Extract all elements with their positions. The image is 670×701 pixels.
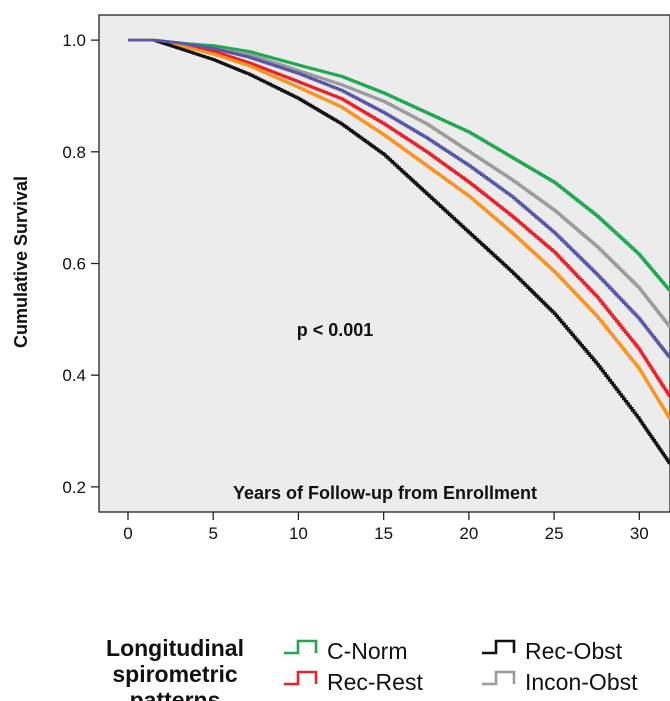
series-layer [127, 38, 670, 465]
legend-label-rec-obst: Rec-Obst [525, 638, 623, 664]
y-axis-title: Cumulative Survival [11, 176, 31, 348]
series-line-rec-obst [127, 38, 670, 465]
legend-label-rec-rest: Rec-Rest [327, 669, 423, 695]
legend-label-incon-obst: Incon-Obst [525, 669, 638, 695]
legend-items: C-NormRec-RestIncon-RestRec-ObstIncon-Ob… [284, 638, 638, 701]
axis-layer: 0 5 10 15 20 25 30 0.2 0.4 0.6 0.8 1.0 [62, 31, 648, 543]
x-axis-title: Years of Follow-up from Enrollment [233, 483, 537, 503]
y-tick-label: 0.2 [62, 478, 86, 497]
legend-title-line-2: spirometric [112, 661, 237, 687]
x-tick-label: 10 [289, 524, 308, 543]
legend-title-line-1: Longitudinal [106, 635, 244, 661]
x-tick-label: 0 [123, 524, 132, 543]
x-tick-label: 15 [374, 524, 393, 543]
legend-swatch-rec-rest [284, 670, 318, 686]
y-tick-label: 0.6 [62, 255, 86, 274]
series-line-rec-rest [127, 38, 670, 398]
legend-swatch-c-norm [284, 639, 318, 655]
x-tick-label: 20 [459, 524, 478, 543]
p-value-annotation: p < 0.001 [297, 320, 374, 340]
x-tick-label: 5 [208, 524, 217, 543]
series-line-mixed [127, 38, 670, 359]
y-tick-label: 1.0 [62, 31, 86, 50]
y-tick-label: 0.8 [62, 143, 86, 162]
series-line-incon-rest [127, 38, 670, 420]
legend-swatch-rec-obst [482, 639, 516, 655]
series-line-c-norm [127, 38, 670, 292]
x-tick-label: 30 [630, 524, 649, 543]
legend-swatch-incon-obst [482, 670, 516, 686]
plot-background [98, 14, 670, 513]
legend-label-c-norm: C-Norm [327, 638, 408, 664]
legend-title-line-3: patterns [130, 687, 221, 701]
y-tick-label: 0.4 [62, 366, 86, 385]
legend: Longitudinal spirometric patterns C-Norm… [106, 635, 638, 701]
x-tick-label: 25 [545, 524, 564, 543]
